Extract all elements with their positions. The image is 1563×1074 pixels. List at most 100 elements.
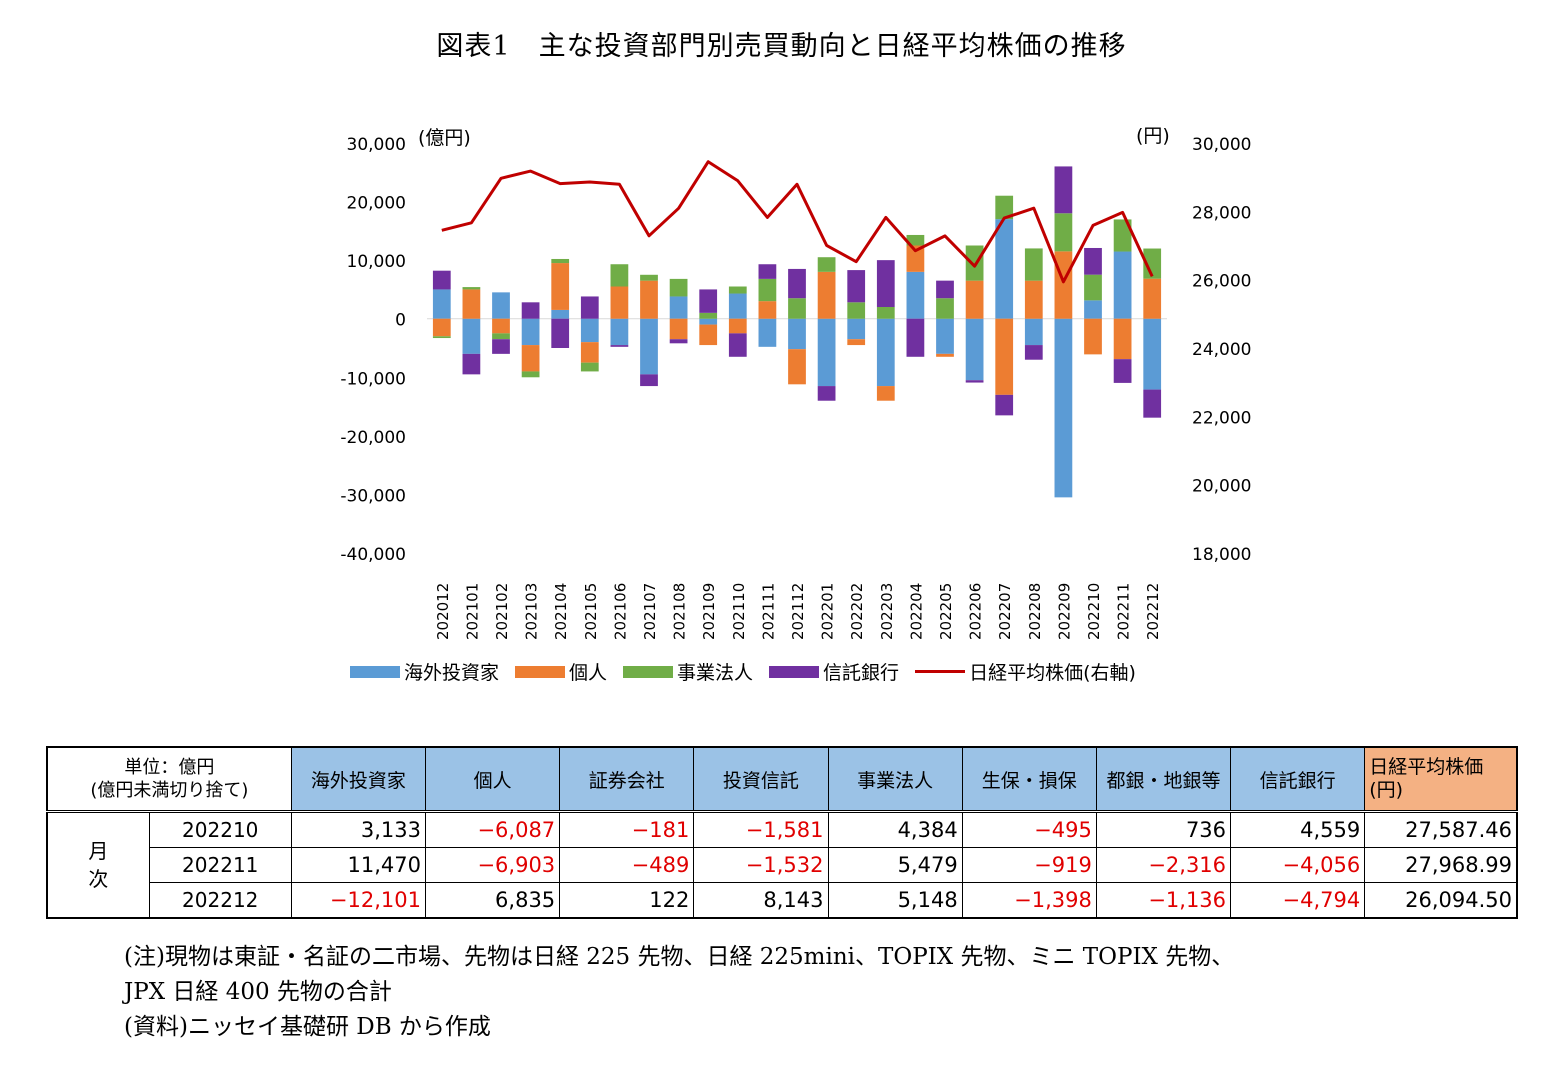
category-label: 202203	[878, 583, 896, 640]
value-cell: −489	[559, 847, 695, 883]
nikkei-line	[441, 160, 1154, 284]
bar-segment	[876, 260, 895, 307]
nikkei-cell: 27,587.46	[1364, 811, 1518, 848]
category-label: 202104	[552, 583, 570, 640]
period-char: 次	[88, 867, 109, 891]
value-cell: −12,101	[290, 882, 427, 919]
right-tick-label: 28,000	[1192, 203, 1251, 223]
bar-segment	[995, 195, 1014, 220]
category-label: 202209	[1055, 583, 1073, 640]
nikkei-cell: 27,968.99	[1364, 847, 1518, 883]
legend-label: 海外投資家	[404, 662, 500, 684]
value-cell: 5,148	[827, 882, 963, 919]
bar-segment	[669, 339, 688, 344]
bar-segment	[669, 318, 688, 340]
bar-segment	[1024, 280, 1043, 319]
nikkei-cell: 26,094.50	[1364, 882, 1518, 919]
figure-title: 図表1 主な投資部門別売買動向と日経平均株価の推移	[436, 31, 1127, 62]
bar-segment	[728, 293, 747, 319]
value-cell: 4,559	[1230, 811, 1366, 848]
bar-segment	[699, 289, 718, 313]
category-label: 202208	[1026, 583, 1044, 640]
legend-item: 信託銀行	[769, 658, 899, 685]
legend-label: 個人	[569, 662, 608, 684]
column-header: 個人	[424, 746, 561, 812]
note-line: (資料)ニッセイ基礎研 DB から作成	[124, 1014, 491, 1040]
bar-segment	[817, 257, 836, 272]
bar-segment	[699, 312, 718, 319]
bar-segment	[492, 333, 510, 340]
column-header: 事業法人	[827, 746, 963, 812]
bar-segment	[758, 318, 777, 347]
bar-segment	[669, 296, 688, 319]
bar-segment	[847, 318, 866, 340]
category-label: 202112	[789, 583, 807, 640]
bar-segment	[847, 302, 866, 319]
bar-segment	[462, 289, 481, 319]
bar-segment	[728, 333, 747, 357]
chart-legend: 海外投資家 個人 事業法人 信託銀行 日経平均株価(右軸)	[350, 658, 1152, 685]
bar-segment	[492, 318, 510, 334]
right-axis-unit: (円)	[1136, 125, 1170, 147]
bar-segment	[551, 263, 570, 310]
bar-segment	[788, 349, 806, 385]
category-label: 202201	[819, 583, 837, 640]
bar-segment	[847, 270, 866, 303]
bar-segment	[995, 394, 1014, 416]
bar-segment	[728, 318, 747, 334]
bar-segment	[847, 339, 866, 346]
value-cell: −2,316	[1095, 847, 1232, 883]
column-header: 都銀・地銀等	[1095, 746, 1232, 812]
category-label: 202102	[493, 583, 511, 640]
bar-segment	[788, 318, 806, 350]
right-tick-label: 26,000	[1192, 272, 1251, 292]
bar-segment	[1084, 274, 1102, 301]
bar-segment	[462, 287, 481, 290]
bar-segment	[906, 271, 925, 319]
bar-segment	[936, 298, 954, 319]
category-label: 202212	[1144, 583, 1162, 640]
bar-segment	[580, 342, 599, 363]
bar-segment	[432, 318, 451, 337]
left-tick-label: 30,000	[347, 135, 406, 155]
left-axis-unit: (億円)	[418, 127, 471, 149]
bar-segment	[1054, 166, 1073, 214]
bar-segment	[580, 318, 599, 343]
unit-label: 単位：億円	[124, 756, 215, 778]
value-cell: −4,056	[1230, 847, 1366, 883]
bar-segment	[1024, 345, 1043, 360]
nikkei-column-header: 日経平均株価(円)	[1364, 746, 1518, 812]
bar-segment	[610, 318, 629, 346]
column-header: 信託銀行	[1230, 746, 1366, 812]
legend-label: 信託銀行	[823, 662, 900, 684]
bar-segment	[580, 296, 599, 319]
bar-segment	[788, 298, 806, 319]
bar-segment	[876, 386, 895, 401]
legend-swatch	[623, 665, 674, 678]
value-cell: −1,532	[693, 847, 829, 883]
bar-segment	[699, 318, 718, 325]
bar-segment	[817, 271, 836, 319]
bar-segment	[758, 278, 777, 302]
bar-segment	[906, 318, 925, 357]
bar-segment	[1113, 251, 1132, 319]
bar-segment	[817, 386, 836, 401]
left-tick-label: -40,000	[340, 545, 406, 565]
investor-flow-table: 単位：億円 (億円未満切り捨て) 海外投資家 個人 証券会社 投資信託 事業法人…	[46, 746, 1518, 919]
value-cell: −495	[961, 811, 1097, 848]
bar-segment	[728, 286, 747, 294]
category-label: 202012	[434, 583, 452, 640]
value-cell: 122	[559, 882, 695, 919]
bar-segment	[580, 362, 599, 372]
month-cell: 202212	[148, 882, 292, 919]
table-row: 月次 202210 3,133 −6,087 −181 −1,581 4,384 −495 73…	[46, 811, 1518, 919]
bar-segment	[462, 318, 481, 354]
value-cell: −181	[559, 811, 695, 848]
value-cell: 6,835	[424, 882, 561, 919]
value-cell: −4,794	[1230, 882, 1366, 919]
value-cell: −1,398	[961, 882, 1097, 919]
value-cell: 736	[1095, 811, 1232, 848]
bar-segment	[610, 286, 629, 319]
bar-segment	[551, 258, 570, 264]
table-row: 202212 −12,101 6,835 122 8,143 5,148 −1,398 −1,…	[47, 882, 1518, 919]
